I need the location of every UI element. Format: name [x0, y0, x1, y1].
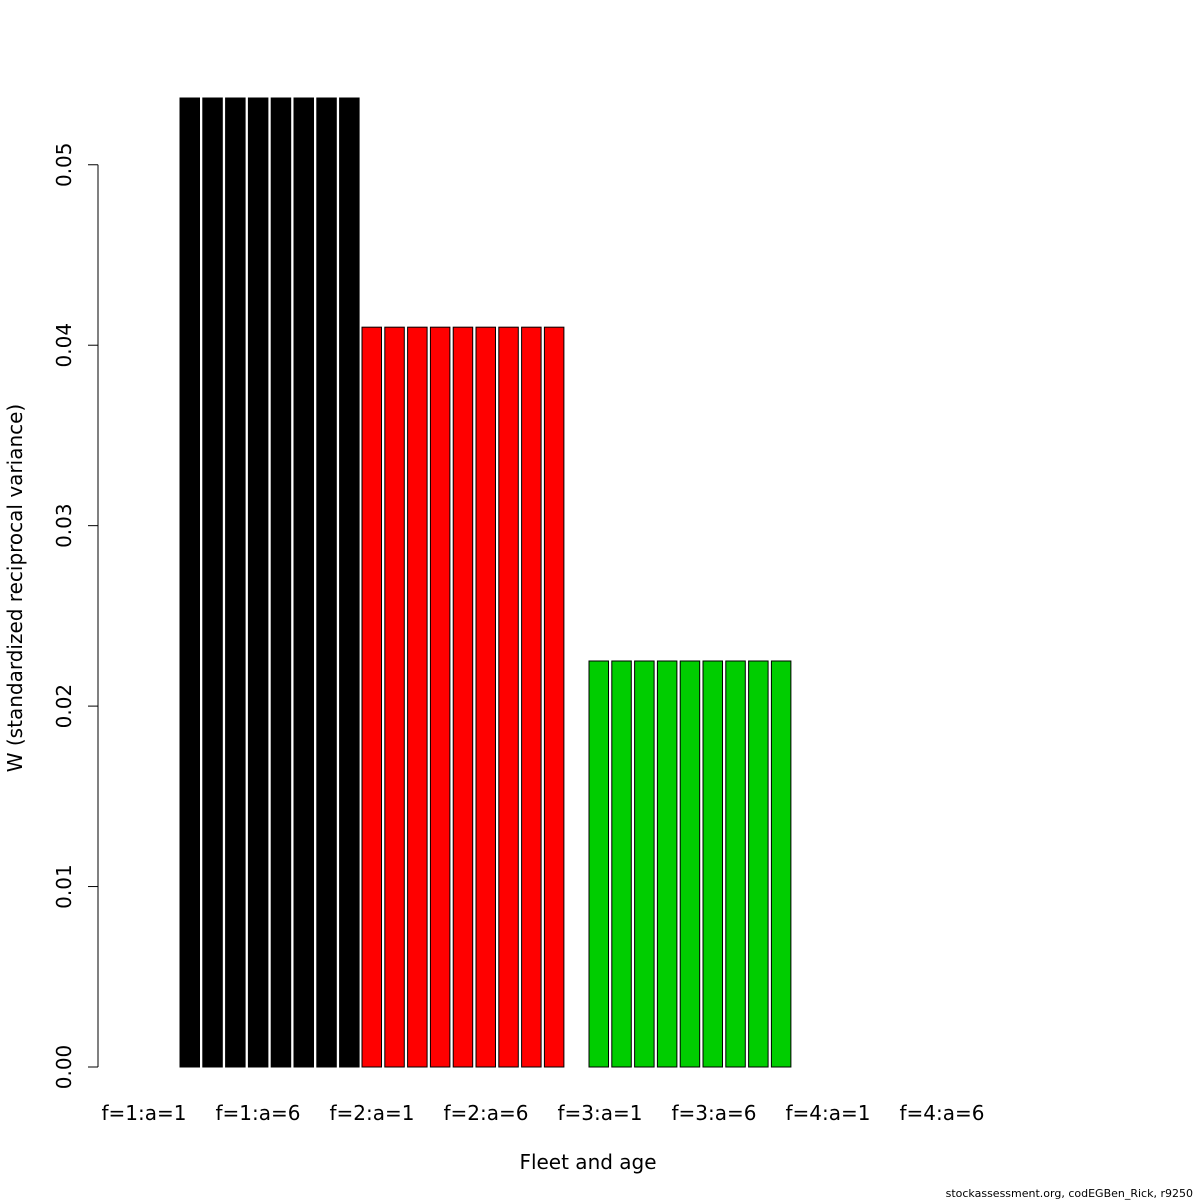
bar-fleet-2-1 — [361, 326, 382, 1068]
bar-fleet-2-4 — [429, 326, 451, 1068]
x-axis-title: Fleet and age — [519, 1150, 656, 1174]
bar-fleet-1-3 — [225, 97, 246, 1068]
y-tick-label: 0.05 — [52, 142, 76, 187]
bar-fleet-2-7 — [498, 326, 519, 1068]
x-tick-label: f=1:a=1 — [102, 1101, 187, 1125]
bar-fleet-2-8 — [521, 326, 542, 1068]
bar-fleet-1-4 — [247, 97, 269, 1068]
bar-fleet-2-5 — [452, 326, 474, 1068]
bar-fleet-3-2 — [611, 660, 632, 1068]
bar-fleet-1-2 — [202, 97, 223, 1068]
bar-fleet-2-3 — [407, 326, 428, 1068]
y-axis: 0.00 0.01 0.02 0.03 0.04 0.05 — [52, 142, 99, 1090]
bar-fleet-2-9 — [543, 326, 565, 1068]
bar-fleet-3-6 — [702, 660, 723, 1068]
bar-fleet-1-5 — [270, 97, 292, 1068]
footer-credit: stockassessment.org, codEGBen_Rick, r925… — [946, 1187, 1193, 1200]
x-tick-label: f=3:a=1 — [558, 1101, 643, 1125]
x-tick-label: f=2:a=1 — [330, 1101, 415, 1125]
bar-fleet-3-9 — [770, 660, 792, 1068]
bar-fleet-1-1 — [179, 97, 200, 1068]
x-tick-label: f=4:a=1 — [786, 1101, 871, 1125]
bar-fleet-1-7 — [316, 97, 337, 1068]
bar-fleet-2-2 — [384, 326, 405, 1068]
bar-fleet-3-7 — [725, 660, 746, 1068]
y-tick-label: 0.03 — [52, 503, 76, 548]
y-axis-title: W (standardized reciprocal variance) — [3, 404, 27, 773]
y-tick-label: 0.01 — [52, 864, 76, 909]
bars-layer — [179, 97, 792, 1068]
bar-fleet-3-3 — [634, 660, 655, 1068]
x-tick-label: f=4:a=6 — [900, 1101, 985, 1125]
x-tick-label: f=3:a=6 — [672, 1101, 757, 1125]
bar-fleet-1-6 — [293, 97, 314, 1068]
y-tick-label: 0.02 — [52, 684, 76, 729]
bar-fleet-3-5 — [679, 660, 701, 1068]
x-tick-label: f=2:a=6 — [444, 1101, 529, 1125]
bar-fleet-3-1 — [588, 660, 609, 1068]
x-tick-labels: f=1:a=1 f=1:a=6 f=2:a=1 f=2:a=6 f=3:a=1 f=3:a… — [102, 1101, 985, 1125]
bar-fleet-2-6 — [475, 326, 496, 1068]
y-tick-label: 0.04 — [52, 323, 76, 368]
y-tick-label: 0.00 — [52, 1045, 76, 1090]
x-tick-label: f=1:a=6 — [216, 1101, 301, 1125]
bar-fleet-3-4 — [656, 660, 678, 1068]
bar-fleet-1-8 — [339, 97, 360, 1068]
bar-fleet-3-8 — [748, 660, 769, 1068]
